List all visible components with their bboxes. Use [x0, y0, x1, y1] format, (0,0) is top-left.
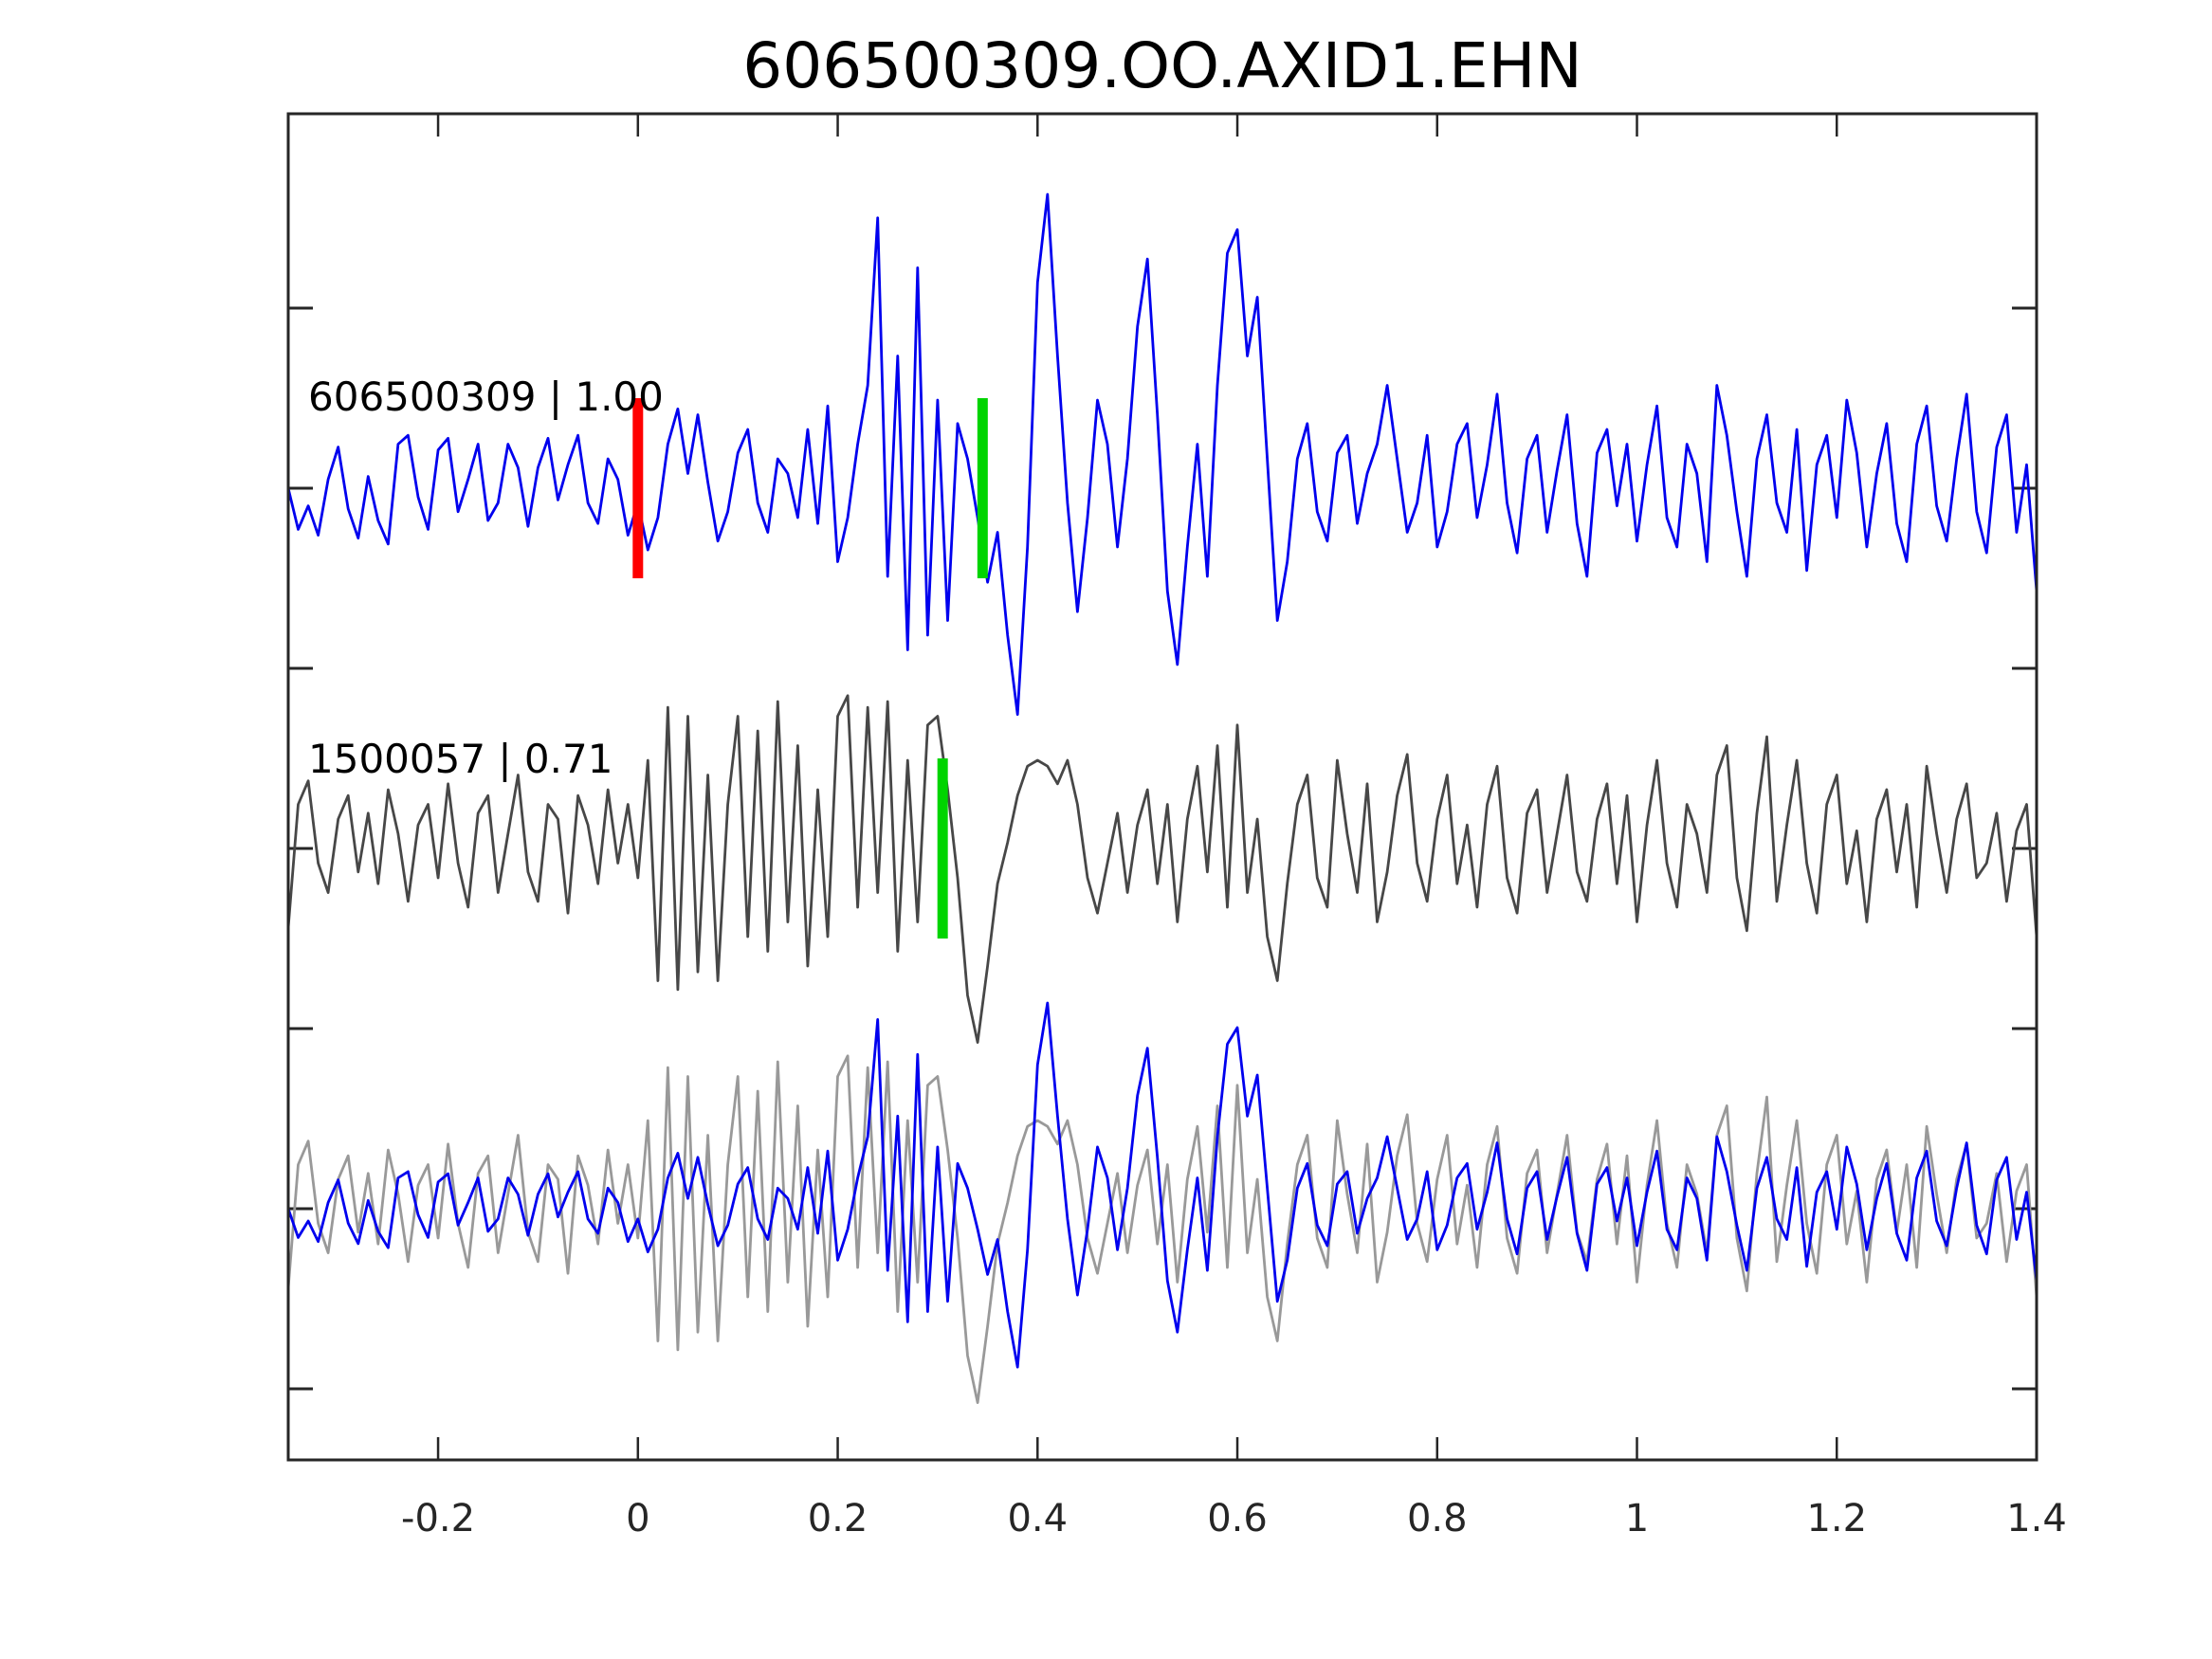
x-tick-label: 0.2 — [808, 1497, 868, 1540]
x-tick-label: 0.4 — [1007, 1497, 1068, 1540]
waveform-template-panel-template — [286, 192, 2038, 717]
x-tick-label: 1.2 — [1806, 1497, 1867, 1540]
waveform-overlay-panel-template — [286, 1001, 2038, 1369]
axes-frame — [286, 112, 2038, 1462]
x-tick-label: 1 — [1625, 1497, 1649, 1540]
x-tick-label: 0.8 — [1407, 1497, 1468, 1540]
plot-content — [286, 114, 2038, 1460]
plot-title: 606500309.OO.AXID1.EHN — [742, 29, 1581, 102]
x-tick-label: -0.2 — [401, 1497, 475, 1540]
waveform-match-panel-match — [286, 694, 2038, 1044]
x-tick-label: 0.6 — [1207, 1497, 1268, 1540]
match-trace-label: 1500057 | 0.71 — [308, 736, 612, 782]
x-tick-label: 1.4 — [2006, 1497, 2067, 1540]
x-tick-label: 0 — [626, 1497, 649, 1540]
template-trace-label: 606500309 | 1.00 — [308, 374, 664, 420]
x-axis-tick-labels: -0.2 0 0.2 0.4 0.6 0.8 1 1.2 1.4 — [401, 1497, 2067, 1540]
